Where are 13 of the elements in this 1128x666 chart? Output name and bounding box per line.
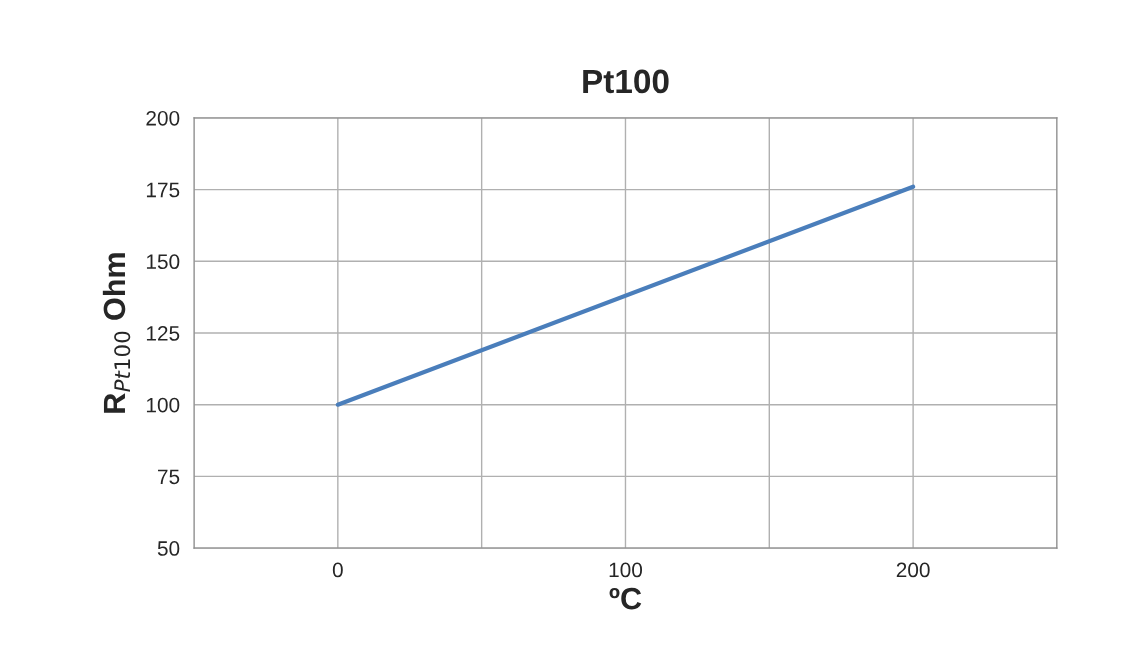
x-axis-title: ºC	[609, 587, 642, 610]
y-axis-title: R$_{Pt100}$ Ohm	[102, 253, 131, 413]
chart-title: Pt100	[583, 69, 669, 94]
y-tick-label: 50	[157, 541, 180, 556]
x-tick-label: 100	[609, 562, 643, 578]
y-tick-label: 75	[158, 469, 180, 485]
x-tick-label: 200	[896, 562, 930, 578]
y-tick-label: 100	[146, 397, 180, 413]
y-tick-label: 175	[146, 182, 180, 198]
x-tick-label: 0	[332, 562, 343, 578]
y-tick-label: 150	[146, 254, 180, 270]
y-tick-label: 125	[146, 326, 180, 341]
y-tick-label: 200	[146, 110, 180, 126]
